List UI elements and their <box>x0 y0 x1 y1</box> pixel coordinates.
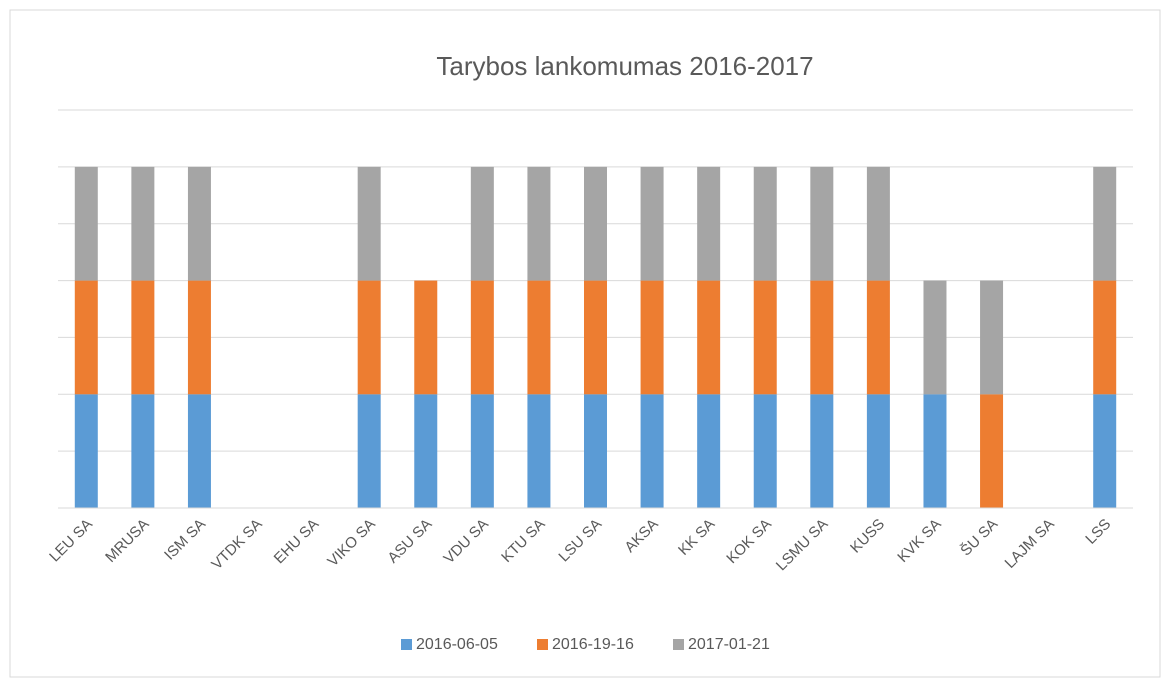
bar-segment <box>810 280 834 395</box>
bar-segment <box>470 166 494 281</box>
bar-segment <box>527 394 551 508</box>
bar-segment <box>470 280 494 395</box>
bar-segment <box>527 280 551 395</box>
bar-segment <box>980 394 1004 508</box>
bar-segment <box>640 166 664 281</box>
bar-segment <box>357 166 381 281</box>
bar-segment <box>753 280 777 395</box>
bar-segment <box>470 394 494 508</box>
bar-segment <box>74 394 98 508</box>
legend-label: 2016-19-16 <box>552 636 634 653</box>
bar-segment <box>74 166 98 281</box>
bar-segment <box>753 394 777 508</box>
legend-swatch <box>673 639 684 650</box>
bar-segment <box>1093 166 1117 281</box>
bar-segment <box>357 394 381 508</box>
bar-segment <box>187 280 211 395</box>
legend-label: 2017-01-21 <box>688 636 770 653</box>
bar-segment <box>414 280 438 395</box>
bar-segment <box>131 280 155 395</box>
bar-segment <box>74 280 98 395</box>
bar-segment <box>923 394 947 508</box>
bar-segment <box>697 166 721 281</box>
bar-segment <box>131 166 155 281</box>
bar-segment <box>584 166 607 281</box>
legend-swatch <box>537 639 548 650</box>
bar-segment <box>131 394 155 508</box>
bar-segment <box>640 394 664 508</box>
bar-segment <box>866 394 890 508</box>
bar-segment <box>187 394 211 508</box>
bar-segment <box>527 166 551 281</box>
bar-segment <box>810 166 834 281</box>
bar-segment <box>866 166 890 281</box>
bar-segment <box>810 394 834 508</box>
legend-label: 2016-06-05 <box>416 636 498 653</box>
bar-segment <box>866 280 890 395</box>
bar-segment <box>640 280 664 395</box>
legend-swatch <box>401 639 412 650</box>
bar-segment <box>1093 280 1117 395</box>
bar-segment <box>414 394 438 508</box>
bar-segment <box>697 280 721 395</box>
bar-segment <box>1093 394 1117 508</box>
bar-segment <box>357 280 381 395</box>
bar-segment <box>187 166 211 281</box>
chart-title: Tarybos lankomumas 2016-2017 <box>436 51 813 81</box>
bar-segment <box>753 166 777 281</box>
bar-segment <box>584 280 607 395</box>
bar-segment <box>923 280 947 395</box>
bar-segment <box>584 394 607 508</box>
bar-segment <box>697 394 721 508</box>
bar-segment <box>980 280 1004 395</box>
